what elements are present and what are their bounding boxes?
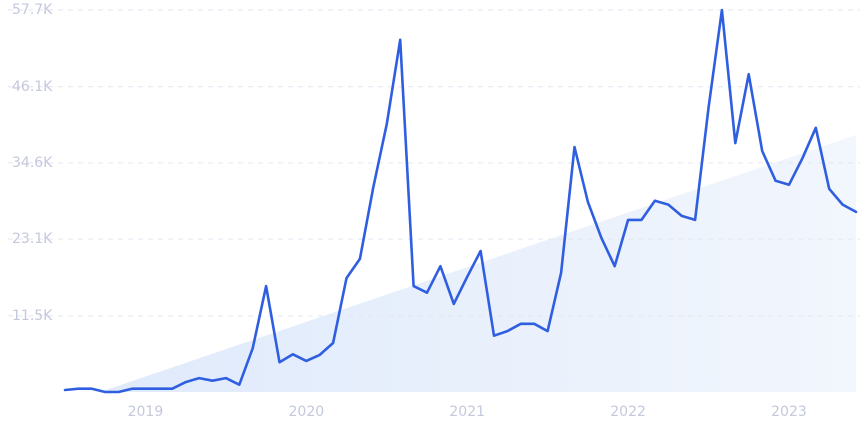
y-tick-label: 57.7K (12, 2, 53, 18)
x-tick-label: 2022 (610, 404, 646, 420)
x-tick-label: 2019 (128, 404, 164, 420)
trend-area (100, 135, 856, 392)
y-tick-label: 23.1K (12, 231, 53, 247)
x-tick-label: 2023 (771, 404, 807, 420)
x-tick-label: 2021 (449, 404, 485, 420)
data-line (63, 8, 858, 394)
y-tick-label: 34.6K (12, 155, 53, 171)
y-tick-label: 11.5K (12, 308, 53, 324)
x-tick-label: 2020 (289, 404, 325, 420)
y-tick-label: 46.1K (12, 79, 53, 95)
